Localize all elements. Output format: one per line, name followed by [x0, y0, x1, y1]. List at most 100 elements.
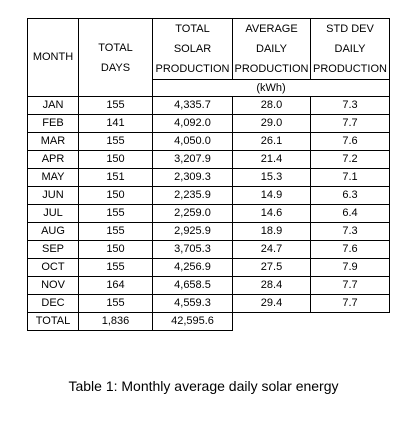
header-total-days-line-2: DAYS — [100, 61, 131, 74]
cell-std: 7.1 — [310, 168, 390, 187]
cell-month: AUG — [27, 222, 79, 241]
header-average-daily-line-1: AVERAGE — [245, 23, 298, 35]
total-production: 42,595.6 — [152, 312, 233, 331]
cell-total: 4,256.9 — [152, 258, 233, 277]
table-row: MAY 151 2,309.3 15.3 7.1 — [27, 168, 390, 187]
cell-avg: 21.4 — [232, 150, 311, 169]
cell-days: 150 — [78, 240, 153, 259]
cell-std: 7.7 — [310, 294, 390, 313]
table-row: JAN 155 4,335.7 28.0 7.3 — [27, 96, 390, 115]
cell-avg: 29.0 — [232, 114, 311, 133]
cell-total: 2,925.9 — [152, 222, 233, 241]
table-row: NOV 164 4,658.5 28.4 7.7 — [27, 276, 390, 295]
cell-month: JUN — [27, 186, 79, 205]
cell-avg: 26.1 — [232, 132, 311, 151]
total-label: TOTAL — [27, 312, 79, 331]
total-days: 1,836 — [78, 312, 153, 331]
table-caption: Table 1: Monthly average daily solar ene… — [68, 378, 339, 394]
cell-month: SEP — [27, 240, 79, 259]
cell-std: 7.6 — [310, 132, 390, 151]
cell-std: 7.7 — [310, 114, 390, 133]
cell-avg: 28.0 — [232, 96, 311, 115]
total-row: TOTAL 1,836 42,595.6 — [27, 312, 390, 331]
cell-total: 4,559.3 — [152, 294, 233, 313]
header-average-daily-line-3: PRODUCTION — [234, 63, 309, 75]
cell-avg: 28.4 — [232, 276, 311, 295]
cell-days: 164 — [78, 276, 153, 295]
table-row: JUL 155 2,259.0 14.6 6.4 — [27, 204, 390, 223]
header-month: MONTH — [27, 18, 79, 97]
cell-avg: 29.4 — [232, 294, 311, 313]
cell-std: 7.3 — [310, 96, 390, 115]
cell-month: NOV — [27, 276, 79, 295]
cell-std: 7.3 — [310, 222, 390, 241]
cell-month: OCT — [27, 258, 79, 277]
header-average-daily-line-2: DAILY — [256, 43, 287, 55]
table-row: SEP 150 3,705.3 24.7 7.6 — [27, 240, 390, 259]
cell-total: 4,658.5 — [152, 276, 233, 295]
cell-days: 151 — [78, 168, 153, 187]
cell-days: 155 — [78, 222, 153, 241]
cell-std: 7.9 — [310, 258, 390, 277]
cell-total: 3,207.9 — [152, 150, 233, 169]
cell-avg: 27.5 — [232, 258, 311, 277]
header-std-dev: STD DEV DAILY PRODUCTION — [310, 18, 390, 80]
cell-total: 2,309.3 — [152, 168, 233, 187]
cell-days: 155 — [78, 204, 153, 223]
cell-avg: 24.7 — [232, 240, 311, 259]
cell-month: JUL — [27, 204, 79, 223]
cell-avg: 18.9 — [232, 222, 311, 241]
table-row: OCT 155 4,256.9 27.5 7.9 — [27, 258, 390, 277]
cell-month: MAR — [27, 132, 79, 151]
cell-avg: 14.9 — [232, 186, 311, 205]
cell-total: 4,335.7 — [152, 96, 233, 115]
cell-month: FEB — [27, 114, 79, 133]
header-average-daily: AVERAGE DAILY PRODUCTION — [232, 18, 311, 80]
header-row: MONTH TOTAL DAYS TOTAL SOLAR PRODUCTION … — [27, 18, 390, 97]
solar-production-table: MONTH TOTAL DAYS TOTAL SOLAR PRODUCTION … — [27, 18, 390, 331]
header-total-solar-line-3: PRODUCTION — [155, 63, 230, 75]
table-row: MAR 155 4,050.0 26.1 7.6 — [27, 132, 390, 151]
cell-avg: 15.3 — [232, 168, 311, 187]
cell-std: 7.7 — [310, 276, 390, 295]
cell-total: 2,259.0 — [152, 204, 233, 223]
cell-month: APR — [27, 150, 79, 169]
header-total-days: TOTAL DAYS — [78, 18, 153, 97]
cell-month: JAN — [27, 96, 79, 115]
cell-month: DEC — [27, 294, 79, 313]
cell-days: 155 — [78, 132, 153, 151]
total-empty-std — [311, 313, 390, 331]
cell-std: 6.3 — [310, 186, 390, 205]
table-row: JUN 150 2,235.9 14.9 6.3 — [27, 186, 390, 205]
cell-days: 155 — [78, 294, 153, 313]
cell-total: 3,705.3 — [152, 240, 233, 259]
header-std-dev-line-3: PRODUCTION — [313, 63, 387, 75]
header-month-label: MONTH — [32, 51, 74, 63]
cell-days: 150 — [78, 186, 153, 205]
cell-std: 6.4 — [310, 204, 390, 223]
cell-total: 4,092.0 — [152, 114, 233, 133]
units-label: (kWh) — [256, 81, 286, 94]
header-total-solar: TOTAL SOLAR PRODUCTION — [152, 18, 233, 80]
table-container: MONTH TOTAL DAYS TOTAL SOLAR PRODUCTION … — [27, 18, 390, 331]
header-total-solar-line-1: TOTAL — [175, 23, 210, 35]
cell-days: 155 — [78, 96, 153, 115]
table-row: DEC 155 4,559.3 29.4 7.7 — [27, 294, 390, 313]
table-row: AUG 155 2,925.9 18.9 7.3 — [27, 222, 390, 241]
cell-total: 2,235.9 — [152, 186, 233, 205]
header-total-solar-line-2: SOLAR — [173, 43, 212, 55]
cell-days: 141 — [78, 114, 153, 133]
table-row: FEB 141 4,092.0 29.0 7.7 — [27, 114, 390, 133]
header-std-dev-line-1: STD DEV — [326, 23, 374, 35]
header-total-days-line-1: TOTAL — [98, 41, 133, 54]
cell-total: 4,050.0 — [152, 132, 233, 151]
cell-days: 155 — [78, 258, 153, 277]
header-std-dev-line-2: DAILY — [334, 43, 366, 55]
cell-std: 7.6 — [310, 240, 390, 259]
cell-month: MAY — [27, 168, 79, 187]
units-cell: (kWh) — [152, 79, 390, 97]
table-row: APR 150 3,207.9 21.4 7.2 — [27, 150, 390, 169]
cell-std: 7.2 — [310, 150, 390, 169]
total-empty-avg — [233, 313, 311, 331]
cell-days: 150 — [78, 150, 153, 169]
